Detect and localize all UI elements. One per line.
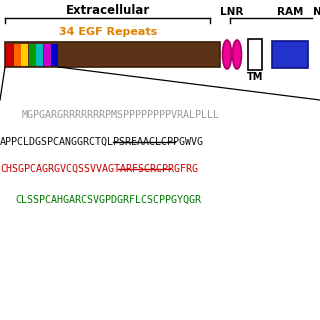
Text: 34 EGF Repeats: 34 EGF Repeats [59, 27, 157, 37]
Text: Extracellular: Extracellular [66, 4, 150, 17]
Text: CLSSPCAHGARCSVGPDGRFLCSCPPGYQGR: CLSSPCAHGARCSVGPDGRFLCSCPPGYQGR [15, 195, 201, 205]
Bar [51, 44, 58, 66]
Text: N: N [313, 7, 320, 17]
Text: MGPGARGRRRRRRRPMSPPPPPPPPVRALPLLL: MGPGARGRRRRRRRPMSPPPPPPPPVRALPLLL [22, 110, 220, 120]
Text: APPCLDGSPCANGGRCTQLPSREAACLCPPGWVG: APPCLDGSPCANGGRCTQLPSREAACLCPPGWVG [0, 137, 204, 147]
Bar [28, 44, 36, 66]
Text: CHSGPCAGRGVCQSSVVAGTARFSCRCPRGFRG: CHSGPCAGRGVCQSSVVAGTARFSCRCPRGFRG [0, 164, 198, 174]
Bar [21, 44, 28, 66]
Bar [5, 42, 220, 67]
Bar [36, 44, 43, 66]
Bar [272, 41, 308, 68]
Text: RAM: RAM [277, 7, 303, 17]
Bar [13, 44, 20, 66]
Text: TM: TM [247, 72, 263, 82]
Bar [6, 44, 13, 66]
Ellipse shape [222, 40, 231, 69]
Bar [248, 39, 262, 70]
Ellipse shape [233, 40, 242, 69]
Bar [44, 44, 51, 66]
Text: LNR: LNR [220, 7, 244, 17]
